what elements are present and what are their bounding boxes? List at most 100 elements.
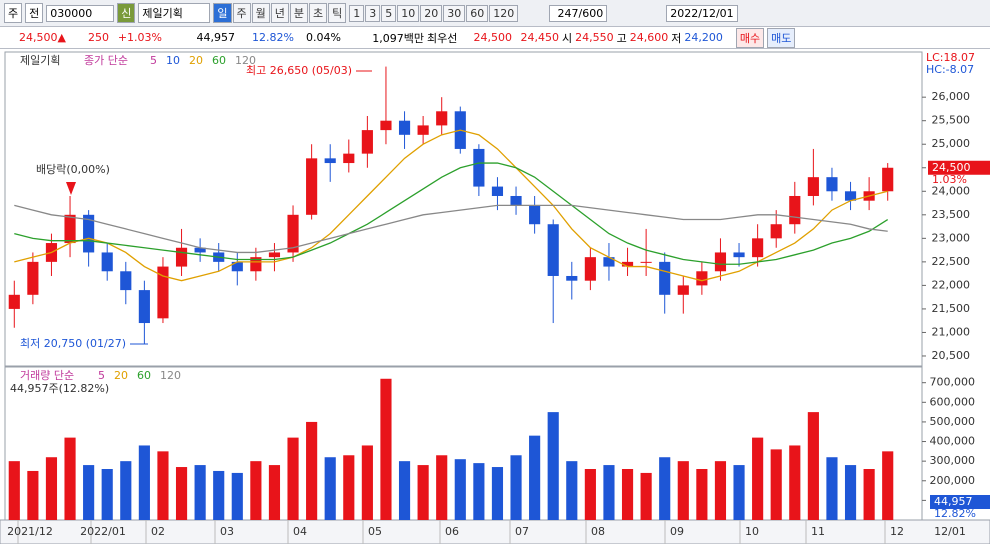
market-select[interactable]: 주 bbox=[4, 3, 23, 23]
volume-bar bbox=[138, 445, 150, 520]
candle-body bbox=[529, 205, 541, 225]
period-button[interactable]: 주 bbox=[232, 3, 251, 23]
amount: 1,097백만 bbox=[372, 31, 424, 45]
volume-bar bbox=[677, 461, 689, 520]
interval-button[interactable]: 60 bbox=[466, 4, 489, 22]
interval-button[interactable]: 10 bbox=[397, 4, 420, 22]
period-button[interactable]: 초 bbox=[309, 3, 328, 23]
candle-body bbox=[807, 177, 819, 196]
volume-bar bbox=[398, 461, 411, 520]
candle-body bbox=[324, 158, 336, 164]
period-button[interactable]: 분 bbox=[289, 3, 308, 23]
sell-button[interactable]: 매도 bbox=[767, 27, 796, 48]
period-button[interactable]: 년 bbox=[270, 3, 289, 23]
interval-button[interactable]: 1 bbox=[349, 4, 365, 22]
candle-body bbox=[343, 153, 355, 164]
y-tick-label: 300,000 bbox=[930, 454, 976, 467]
open-label: 시 bbox=[562, 31, 573, 45]
y-tick-label: 500,000 bbox=[930, 415, 976, 428]
candle-body bbox=[398, 120, 411, 135]
volume-bar bbox=[8, 461, 20, 520]
candle-body bbox=[603, 257, 615, 267]
lc-label: LC:18.07 bbox=[926, 51, 975, 64]
legend-entry: 60 bbox=[212, 54, 226, 67]
volume-bar bbox=[324, 457, 336, 520]
interval-button[interactable]: 120 bbox=[489, 4, 519, 22]
candle-body bbox=[844, 191, 857, 201]
y-tick-label: 200,000 bbox=[930, 474, 976, 487]
y-tick-label: 21,500 bbox=[932, 302, 971, 315]
interval-button[interactable]: 3 bbox=[365, 4, 381, 22]
low-label: 저 bbox=[671, 31, 682, 45]
candle-body bbox=[770, 224, 782, 239]
badge: 신 bbox=[117, 3, 136, 23]
volume-bar bbox=[101, 469, 113, 520]
volume-bar bbox=[621, 469, 634, 520]
volume-bar bbox=[603, 465, 615, 520]
interval-button[interactable]: 20 bbox=[420, 4, 443, 22]
period-button[interactable]: 월 bbox=[251, 3, 270, 23]
interval-button[interactable]: 5 bbox=[381, 4, 397, 22]
volume-bar bbox=[714, 461, 727, 520]
volume-bar bbox=[752, 437, 764, 520]
candle-body bbox=[566, 275, 578, 281]
volume: 44,957 bbox=[196, 31, 236, 44]
candle-body bbox=[8, 294, 20, 309]
buy-button[interactable]: 매수 bbox=[735, 27, 765, 48]
chart: 20,500 21,000 21,500 22,000 22,500 23,000 23,5… bbox=[0, 51, 990, 544]
candle-body bbox=[677, 285, 689, 295]
candle-body bbox=[380, 120, 392, 131]
volume-bar bbox=[268, 465, 281, 520]
volume-bar bbox=[826, 457, 838, 520]
y-tick-label: 25,500 bbox=[932, 114, 971, 127]
date-input[interactable]: 2022/12/01 bbox=[666, 4, 739, 22]
candle-body bbox=[491, 186, 504, 196]
x-tick-label: 12 bbox=[890, 525, 904, 538]
x-tick-label: 05 bbox=[368, 525, 382, 538]
candle-body bbox=[64, 214, 76, 244]
volume-bar bbox=[491, 467, 504, 520]
volume-bar bbox=[343, 455, 355, 520]
volume-bar bbox=[640, 472, 652, 520]
price: 24,500▲ bbox=[19, 31, 66, 44]
last-price-box bbox=[928, 160, 990, 175]
annotation-high: 최고 26,650 (05/03) bbox=[246, 64, 352, 77]
volume-bar bbox=[64, 437, 76, 520]
bid: 24,450 bbox=[520, 31, 560, 44]
moving-average bbox=[14, 129, 888, 282]
interval-button[interactable]: 30 bbox=[443, 4, 466, 22]
y-tick-label: 22,500 bbox=[932, 255, 971, 268]
x-tick-label: 04 bbox=[293, 525, 307, 538]
candle-body bbox=[752, 238, 764, 258]
y-tick-label: 23,500 bbox=[932, 208, 971, 221]
count: 247/600 bbox=[549, 4, 608, 22]
candle-body bbox=[194, 247, 206, 253]
x-tick-label: 02 bbox=[151, 525, 165, 538]
volume-bar bbox=[882, 451, 894, 520]
stock-name: 제일기획 bbox=[138, 3, 211, 23]
kind-select[interactable]: 전 bbox=[25, 3, 44, 23]
legend-entry: 60 bbox=[137, 369, 151, 382]
candle-body bbox=[714, 252, 727, 272]
legend-entry: 20 bbox=[189, 54, 203, 67]
legend-entry: 20 bbox=[114, 369, 128, 382]
moving-average bbox=[14, 162, 889, 265]
legend-entry: 120 bbox=[160, 369, 181, 382]
y-tick-label: 26,000 bbox=[932, 90, 971, 103]
volume-bar bbox=[250, 461, 262, 520]
volume-bar bbox=[213, 470, 225, 520]
period-button[interactable]: 틱 bbox=[328, 3, 347, 23]
legend-title: 종가 단순 bbox=[84, 54, 128, 67]
volume-bar bbox=[194, 465, 206, 520]
candle-body bbox=[101, 252, 113, 272]
volume-bar bbox=[361, 445, 373, 520]
legend-title: 거래량 단순 bbox=[20, 369, 74, 382]
x-tick-label: 07 bbox=[515, 525, 529, 538]
period-button[interactable]: 일 bbox=[213, 3, 232, 23]
x-tick-label: 10 bbox=[745, 525, 759, 538]
code-input[interactable]: 030000 bbox=[46, 4, 115, 22]
y-tick-label: 700,000 bbox=[930, 376, 976, 389]
annotation-low: 최저 20,750 (01/27) bbox=[20, 337, 126, 350]
